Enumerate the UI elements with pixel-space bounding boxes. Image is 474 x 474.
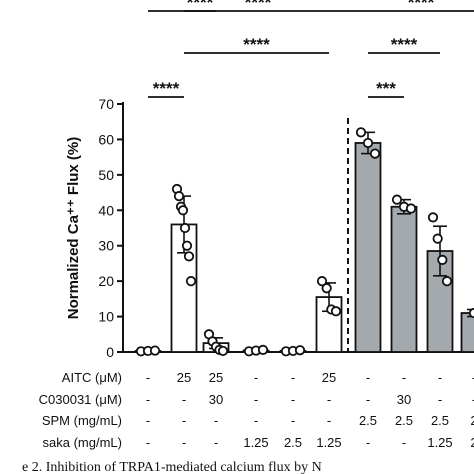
condition-label: saka (mg/mL) bbox=[43, 435, 122, 450]
condition-value: - bbox=[182, 435, 186, 450]
y-tick-label: 10 bbox=[98, 309, 114, 325]
condition-value: 2.5 bbox=[359, 413, 377, 428]
data-point bbox=[441, 276, 453, 287]
condition-value: - bbox=[214, 435, 218, 450]
y-tick-label: 40 bbox=[98, 202, 114, 218]
y-tick-label: 60 bbox=[98, 131, 114, 147]
figure-caption: e 2. Inhibition of TRPA1-mediated calciu… bbox=[22, 460, 322, 474]
significance-label: **** bbox=[408, 0, 435, 12]
condition-value: 2.5 bbox=[431, 413, 449, 428]
condition-value: 25 bbox=[322, 370, 336, 385]
y-tick-label: 20 bbox=[98, 273, 114, 289]
data-point bbox=[468, 307, 474, 319]
condition-value: - bbox=[146, 392, 150, 407]
condition-value: - bbox=[402, 370, 406, 385]
condition-value: - bbox=[472, 370, 474, 385]
y-axis-label: Normalized Ca⁺⁺ Flux (%) bbox=[65, 137, 82, 320]
bar bbox=[390, 205, 418, 353]
condition-value: - bbox=[327, 413, 331, 428]
condition-value: - bbox=[214, 413, 218, 428]
condition-value: 2 bbox=[470, 413, 474, 428]
condition-value: 2.5 bbox=[284, 435, 302, 450]
data-point bbox=[181, 240, 193, 251]
significance-label: **** bbox=[391, 35, 418, 54]
condition-value: - bbox=[438, 392, 442, 407]
data-point bbox=[437, 254, 448, 265]
condition-value: - bbox=[366, 435, 370, 450]
data-point bbox=[330, 306, 342, 317]
data-point bbox=[405, 203, 417, 214]
condition-value: 1.25 bbox=[316, 435, 341, 450]
significance-label: **** bbox=[243, 35, 270, 54]
condition-value: - bbox=[182, 413, 186, 428]
condition-value: - bbox=[291, 392, 295, 407]
data-point bbox=[427, 212, 439, 223]
condition-value: - bbox=[472, 392, 474, 407]
y-tick-label: 0 bbox=[106, 344, 114, 360]
data-point bbox=[149, 345, 161, 356]
condition-value: - bbox=[146, 370, 150, 385]
data-point bbox=[369, 148, 381, 159]
condition-value: 25 bbox=[177, 370, 191, 385]
condition-value: - bbox=[182, 392, 186, 407]
data-point bbox=[432, 233, 443, 244]
condition-value: 30 bbox=[397, 392, 411, 407]
y-tick-label: 70 bbox=[98, 96, 114, 112]
data-point bbox=[183, 251, 195, 262]
data-point bbox=[185, 276, 197, 287]
data-point bbox=[173, 191, 185, 202]
bar bbox=[460, 312, 474, 353]
condition-value: - bbox=[291, 413, 295, 428]
condition-value: - bbox=[254, 392, 258, 407]
condition-value: - bbox=[327, 392, 331, 407]
y-tick-label: 50 bbox=[98, 167, 114, 183]
condition-label: C030031 (μM) bbox=[39, 392, 122, 407]
condition-value: 2.5 bbox=[395, 413, 413, 428]
condition-value: - bbox=[146, 413, 150, 428]
condition-label: SPM (mg/mL) bbox=[42, 413, 122, 428]
condition-value: 1.25 bbox=[427, 435, 452, 450]
data-point bbox=[391, 194, 403, 205]
data-point bbox=[179, 222, 191, 234]
condition-value: - bbox=[254, 413, 258, 428]
data-point bbox=[321, 283, 332, 294]
significance-label: *** bbox=[376, 79, 396, 98]
condition-value: - bbox=[402, 435, 406, 450]
condition-value: - bbox=[366, 370, 370, 385]
condition-value: 2 bbox=[470, 435, 474, 450]
significance-label: **** bbox=[153, 79, 180, 98]
condition-value: - bbox=[291, 370, 295, 385]
condition-value: - bbox=[438, 370, 442, 385]
bar bbox=[354, 142, 382, 353]
condition-value: 1.25 bbox=[243, 435, 268, 450]
condition-value: - bbox=[146, 435, 150, 450]
data-point bbox=[316, 276, 328, 287]
data-point bbox=[355, 127, 367, 138]
condition-value: 25 bbox=[209, 370, 223, 385]
condition-value: - bbox=[366, 392, 370, 407]
data-point bbox=[177, 205, 189, 216]
condition-label: AITC (μM) bbox=[62, 370, 122, 385]
condition-value: - bbox=[254, 370, 258, 385]
significance-label: **** bbox=[187, 0, 214, 12]
significance-label: **** bbox=[245, 0, 272, 12]
data-point bbox=[217, 345, 229, 357]
data-point bbox=[294, 345, 306, 356]
condition-value: 30 bbox=[209, 392, 223, 407]
y-tick-label: 30 bbox=[98, 238, 114, 254]
data-point bbox=[257, 344, 269, 355]
data-point bbox=[362, 137, 374, 149]
